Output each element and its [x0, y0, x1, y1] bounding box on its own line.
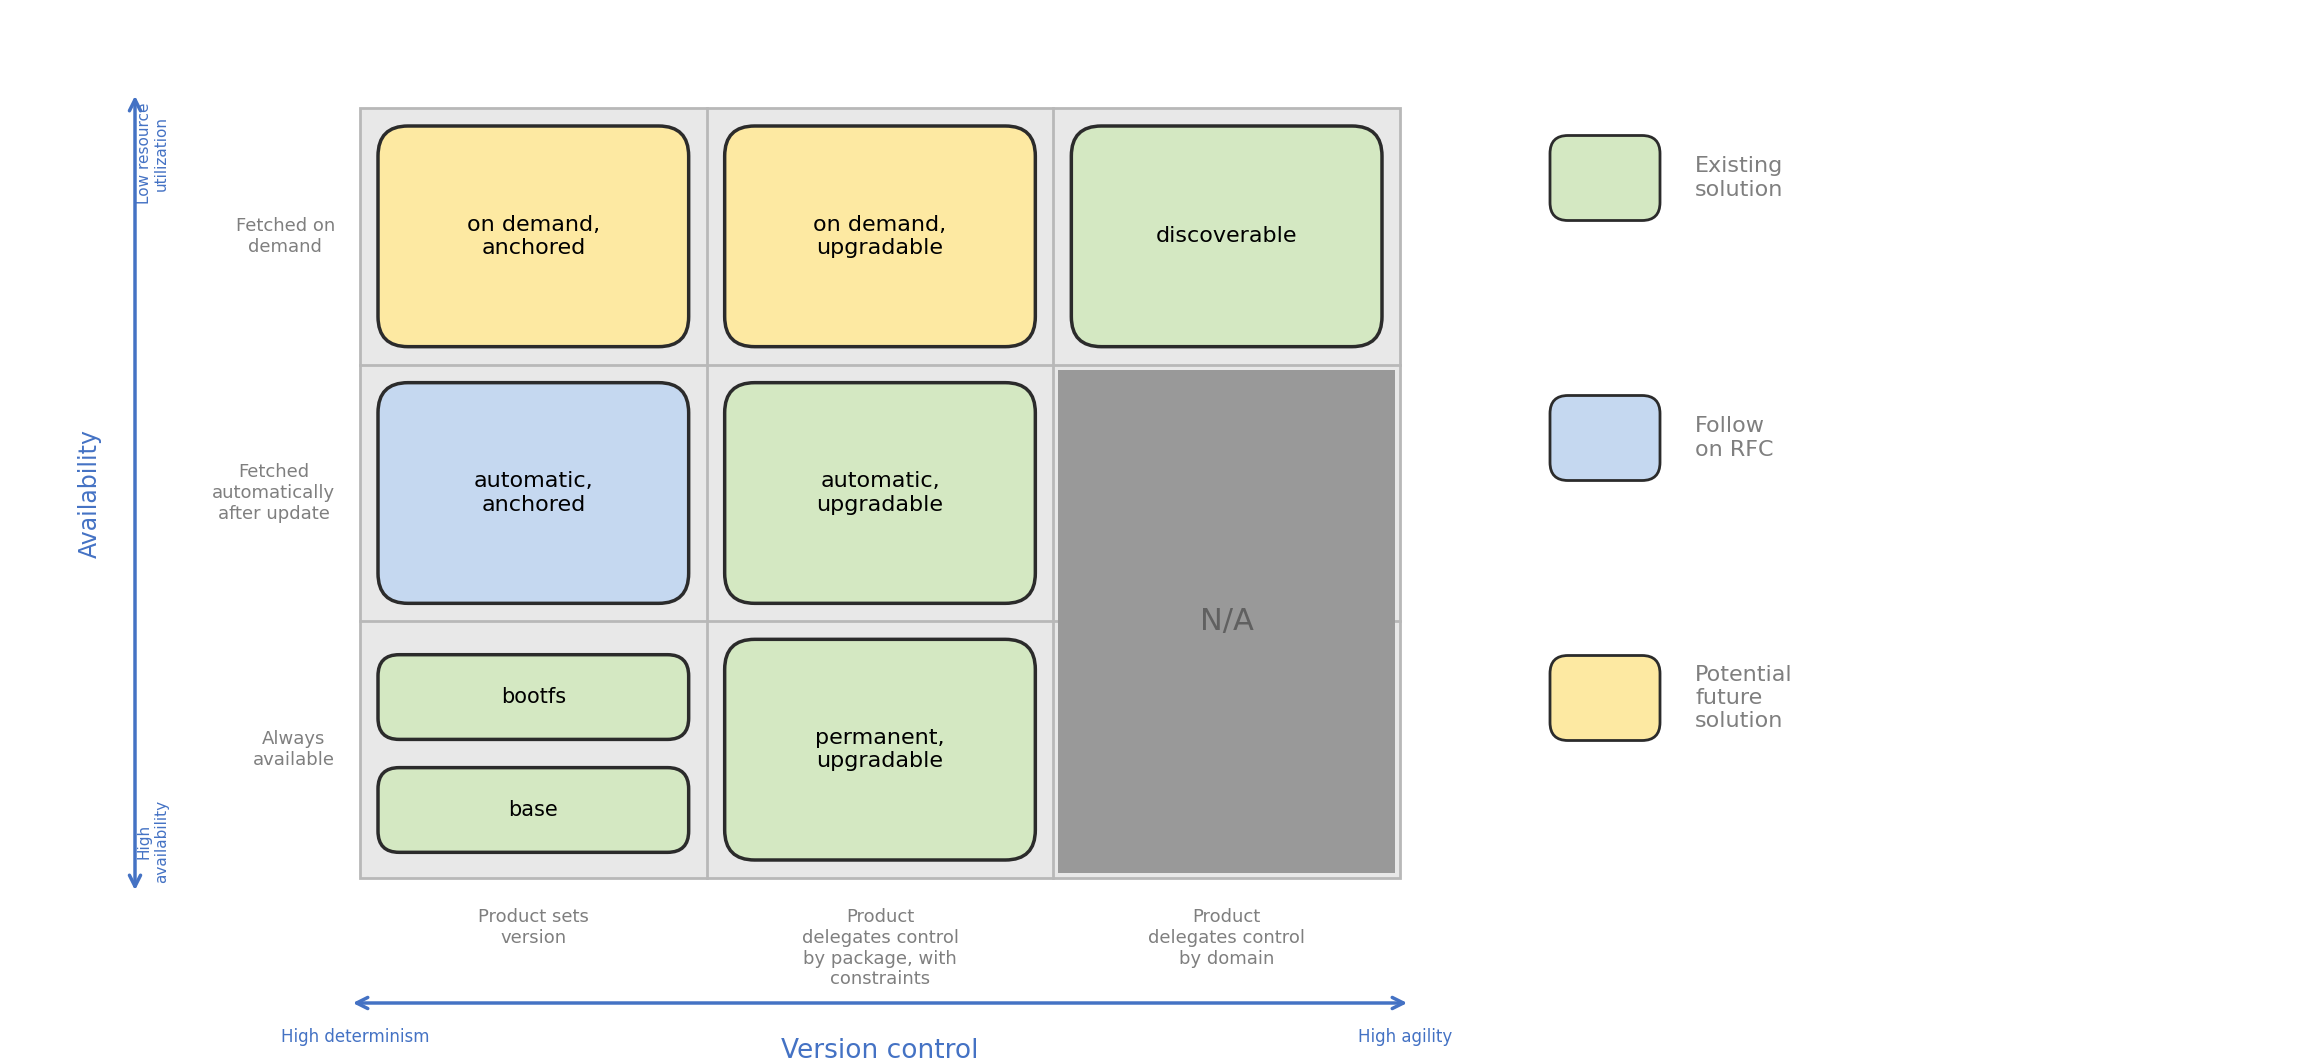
- Text: automatic,
upgradable: automatic, upgradable: [816, 472, 943, 514]
- FancyBboxPatch shape: [378, 768, 689, 853]
- Text: High
availability: High availability: [136, 800, 168, 883]
- Text: Existing
solution: Existing solution: [1695, 157, 1783, 200]
- Text: permanent,
upgradable: permanent, upgradable: [816, 728, 945, 771]
- FancyBboxPatch shape: [1550, 135, 1660, 220]
- Text: Follow
on RFC: Follow on RFC: [1695, 417, 1773, 459]
- FancyBboxPatch shape: [724, 383, 1035, 603]
- Text: Availability: Availability: [78, 428, 101, 558]
- Text: High agility: High agility: [1358, 1028, 1453, 1046]
- Text: bootfs: bootfs: [500, 687, 565, 707]
- Bar: [360, 108, 1400, 878]
- Text: Product
delegates control
by package, with
constraints: Product delegates control by package, wi…: [802, 908, 959, 988]
- Text: N/A: N/A: [1199, 607, 1254, 636]
- Bar: [1058, 369, 1395, 873]
- FancyBboxPatch shape: [724, 126, 1035, 347]
- Text: automatic,
anchored: automatic, anchored: [473, 472, 593, 514]
- FancyBboxPatch shape: [1550, 656, 1660, 741]
- Text: Potential
future
solution: Potential future solution: [1695, 664, 1792, 731]
- Text: High determinism: High determinism: [281, 1028, 429, 1046]
- Text: Product sets
version: Product sets version: [477, 908, 588, 947]
- Text: on demand,
upgradable: on demand, upgradable: [814, 215, 945, 258]
- FancyBboxPatch shape: [1072, 126, 1381, 347]
- FancyBboxPatch shape: [378, 383, 689, 603]
- Text: on demand,
anchored: on demand, anchored: [466, 215, 600, 258]
- FancyBboxPatch shape: [378, 126, 689, 347]
- Text: discoverable: discoverable: [1155, 226, 1298, 247]
- FancyBboxPatch shape: [1550, 396, 1660, 480]
- Text: Fetched on
demand: Fetched on demand: [235, 217, 334, 256]
- FancyBboxPatch shape: [378, 655, 689, 740]
- Text: base: base: [507, 800, 558, 820]
- FancyBboxPatch shape: [724, 639, 1035, 860]
- Text: Low resource
utilization: Low resource utilization: [136, 103, 168, 204]
- Text: Product
delegates control
by domain: Product delegates control by domain: [1148, 908, 1305, 968]
- Text: Fetched
automatically
after update: Fetched automatically after update: [212, 463, 334, 523]
- Text: Always
available: Always available: [254, 730, 334, 769]
- Text: Version control: Version control: [782, 1038, 978, 1058]
